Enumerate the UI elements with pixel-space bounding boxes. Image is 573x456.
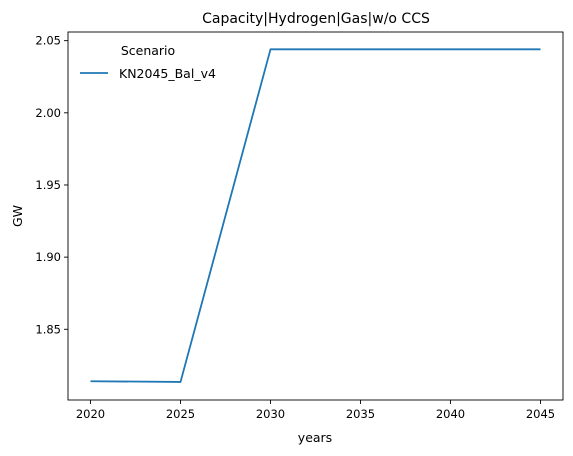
- plot-frame: [67, 31, 564, 401]
- y-tick-label: 1.95: [35, 178, 61, 192]
- y-tick-label: 2.00: [35, 106, 61, 120]
- y-tick-label: 1.85: [35, 322, 61, 336]
- series-line: [90, 48, 541, 383]
- x-tick-label: 2045: [526, 407, 555, 421]
- x-tick-label: 2025: [166, 407, 195, 421]
- legend-title: Scenario: [121, 43, 175, 58]
- x-tick-label: 2040: [436, 407, 465, 421]
- y-tick-label: 2.05: [35, 34, 61, 48]
- y-tick-label: 1.90: [35, 250, 61, 264]
- legend-entry-label: KN2045_Bal_v4: [119, 66, 216, 81]
- y-axis-label: GW: [10, 205, 25, 227]
- x-axis-ticks: 2020 2025 2030 2035 2040 2045: [76, 400, 555, 421]
- x-tick-label: 2035: [346, 407, 375, 421]
- y-axis-ticks: 1.85 1.90 1.95 2.00 2.05: [35, 34, 68, 336]
- legend: Scenario KN2045_Bal_v4: [80, 43, 216, 81]
- chart-title: Capacity|Hydrogen|Gas|w/o CCS: [202, 11, 430, 27]
- x-tick-label: 2030: [256, 407, 285, 421]
- plot-area: 2020 2025 2030 2035 2040 2045 1.85 1.90 1.95 2.0…: [35, 31, 564, 421]
- x-axis-label: years: [298, 430, 332, 445]
- x-tick-label: 2020: [76, 407, 105, 421]
- series-layer: [90, 48, 541, 383]
